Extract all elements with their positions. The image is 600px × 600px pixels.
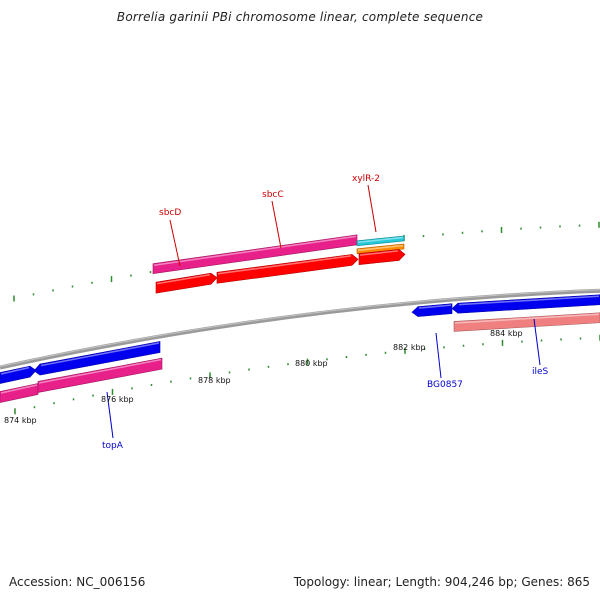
feature-pink-left xyxy=(0,383,39,403)
feature-topA-pink xyxy=(37,357,163,393)
genome-summary-text: Topology: linear; Length: 904,246 bp; Ge… xyxy=(293,575,590,589)
gene-label-sbcD[interactable]: sbcD xyxy=(159,208,181,218)
feature-layer xyxy=(0,234,600,403)
feature-ileS-blue xyxy=(451,294,600,314)
scale-label-878: 878 kbp xyxy=(198,376,231,385)
scale-label-884: 884 kbp xyxy=(490,329,523,338)
accession-text: Accession: NC_006156 xyxy=(9,575,146,589)
gene-label-ileS[interactable]: ileS xyxy=(532,367,549,377)
map-title: Borrelia garinii PBi chromosome linear, … xyxy=(116,10,484,24)
leader-sbcC xyxy=(271,200,282,249)
feature-BG0857-highlight xyxy=(418,304,452,309)
gene-label-xylR-2[interactable]: xylR-2 xyxy=(352,174,380,184)
feature-topA-blue xyxy=(33,341,161,376)
feature-sbcC-highlight xyxy=(217,255,352,275)
feature-topA-pink-highlight xyxy=(38,358,162,384)
feature-topA-blue-highlight xyxy=(40,342,160,367)
leader-topA xyxy=(106,391,114,439)
backbone-highlight xyxy=(0,289,600,368)
feature-ileS-salmon-highlight xyxy=(454,313,600,324)
chromosome-backbone xyxy=(0,288,600,370)
feature-xylR-2-cyan-highlight xyxy=(357,236,404,244)
feature-sbcC xyxy=(216,254,359,284)
leader-sbcD xyxy=(169,219,181,267)
leader-xylR-2 xyxy=(367,184,377,233)
gene-label-BG0857[interactable]: BG0857 xyxy=(427,380,463,390)
feature-sbcD-highlight xyxy=(156,273,211,285)
leader-ileS xyxy=(533,318,541,366)
gene-label-topA[interactable]: topA xyxy=(102,441,124,451)
scale-label-882: 882 kbp xyxy=(393,343,426,352)
backbone-line xyxy=(0,288,600,370)
label-leaders xyxy=(106,184,541,439)
feature-xylR-2-highlight xyxy=(359,250,399,256)
feature-sbcC-pink-highlight xyxy=(153,235,357,266)
feature-xylR-2-orange-highlight xyxy=(357,244,404,252)
scale-label-880: 880 kbp xyxy=(295,359,328,368)
feature-blue-left-highlight xyxy=(0,366,30,375)
gene-label-sbcC[interactable]: sbcC xyxy=(262,190,284,200)
feature-BG0857 xyxy=(411,303,453,317)
feature-pink-left-highlight xyxy=(0,384,38,394)
feature-blue-left xyxy=(0,365,37,384)
scale-label-874: 874 kbp xyxy=(4,416,37,425)
feature-ileS-salmon xyxy=(453,312,600,332)
feature-sbcD xyxy=(155,272,218,294)
leader-BG0857 xyxy=(435,332,442,379)
scale-label-876: 876 kbp xyxy=(101,395,134,404)
feature-ileS-blue-highlight xyxy=(458,295,600,306)
